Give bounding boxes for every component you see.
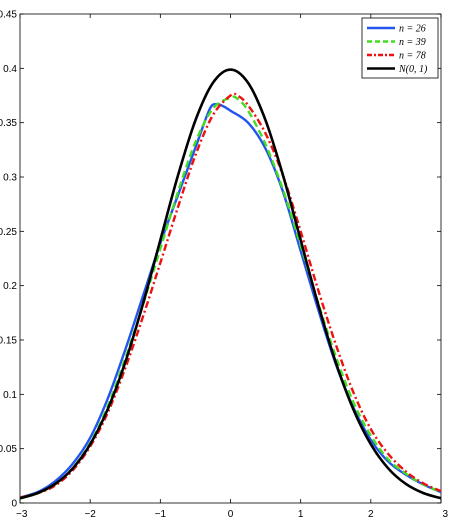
legend: n = 26 n = 39 n = 78 N(0, 1)	[361, 17, 439, 79]
y-tick-label: 0.2	[3, 281, 17, 292]
plot-border	[19, 13, 442, 504]
y-tick-label: 0.25	[0, 227, 17, 238]
legend-label-4: N(0, 1)	[398, 64, 428, 75]
x-tick-label: −3	[16, 509, 28, 520]
legend-label-2: n = 39	[399, 37, 426, 48]
x-tick-label: 0	[228, 509, 234, 520]
y-tick-label: 0.45	[0, 10, 17, 21]
y-tick-label: 0.3	[3, 173, 17, 184]
x-tick-label: −1	[155, 509, 167, 520]
series-line-1	[19, 102, 442, 499]
x-tick-label: 3	[442, 509, 448, 520]
x-tick-label: 2	[368, 509, 374, 520]
series-line-2	[19, 95, 442, 500]
y-tick-label: 0	[11, 499, 17, 510]
plot-area	[19, 13, 442, 504]
series-layer	[19, 68, 442, 500]
series-line-4	[19, 68, 442, 500]
legend-label-3: n = 78	[399, 51, 426, 62]
legend-label-1: n = 26	[399, 24, 426, 35]
y-tick-label: 0.05	[0, 444, 17, 455]
y-tick-label: 0.4	[3, 64, 17, 75]
x-tick-label: 1	[298, 509, 304, 520]
y-tick-label: 0.35	[0, 118, 17, 129]
x-tick-label: −2	[84, 509, 96, 520]
y-tick-label: 0.15	[0, 336, 17, 347]
x-axis: −3 −2 −1 0 1 2 3	[16, 14, 448, 520]
y-tick-label: 0.1	[3, 390, 17, 401]
y-axis: 0 0.05 0.1 0.15 0.2 0.25 0.3 0.35 0.4 0.45	[0, 10, 441, 510]
